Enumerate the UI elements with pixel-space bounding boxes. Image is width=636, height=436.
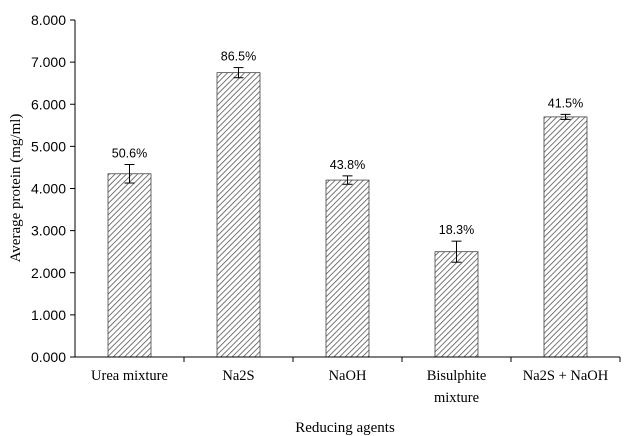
data-label: 86.5% bbox=[221, 50, 256, 64]
y-tick-label: 5.000 bbox=[31, 138, 66, 154]
bar bbox=[325, 179, 370, 358]
y-tick-label: 3.000 bbox=[31, 223, 66, 239]
data-label: 43.8% bbox=[330, 158, 365, 172]
category-label-line: mixture bbox=[434, 390, 479, 406]
y-tick-label: 6.000 bbox=[31, 96, 66, 112]
bar bbox=[543, 116, 588, 358]
bar bbox=[434, 251, 479, 358]
y-tick-label: 4.000 bbox=[31, 181, 66, 197]
y-tick-label: 1.000 bbox=[31, 307, 66, 323]
x-axis: Urea mixture Na2S NaOH Bisulphite mixture Na2… bbox=[75, 356, 621, 406]
bars: 50.6% 86.5% 43.8% 18.3% 41.5% bbox=[107, 50, 588, 358]
category-label: Na2S bbox=[222, 368, 254, 384]
category-label-line: NaOH bbox=[329, 368, 367, 384]
category-label: Bisulphite mixture bbox=[427, 368, 487, 406]
category-label: Urea mixture bbox=[91, 368, 168, 384]
y-tick-label: 8.000 bbox=[31, 12, 66, 28]
category-label: Na2S + NaOH bbox=[523, 368, 609, 384]
y-tick-label: 2.000 bbox=[31, 265, 66, 281]
y-axis-title: Average protein (mg/ml) bbox=[8, 114, 24, 263]
data-label: 18.3% bbox=[439, 223, 474, 237]
y-tick-label: 7.000 bbox=[31, 54, 66, 70]
data-label: 41.5% bbox=[548, 96, 583, 110]
y-tick-label: 0.000 bbox=[31, 349, 66, 365]
x-axis-title: Reducing agents bbox=[295, 420, 395, 436]
category-label-line: Bisulphite bbox=[427, 368, 487, 384]
bar bbox=[107, 173, 152, 358]
category-label-line: Urea mixture bbox=[91, 368, 168, 384]
y-axis: 0.000 1.000 2.000 3.000 4.000 5.000 6.000 7.000… bbox=[31, 12, 76, 365]
category-label: NaOH bbox=[329, 368, 367, 384]
category-label-line: Na2S + NaOH bbox=[523, 368, 609, 384]
data-label: 50.6% bbox=[112, 146, 147, 160]
bar bbox=[216, 72, 261, 358]
category-label-line: Na2S bbox=[222, 368, 254, 384]
